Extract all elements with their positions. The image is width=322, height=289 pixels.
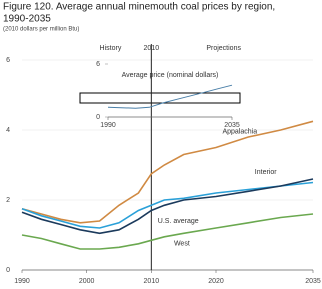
x-tick-label: 2000 bbox=[79, 278, 95, 285]
x-tick-label: 2010 bbox=[144, 278, 160, 285]
history-label: History bbox=[100, 45, 122, 52]
chart-title: Figure 120. Average annual minemouth coa… bbox=[3, 2, 275, 13]
y-tick-label: 2 bbox=[6, 197, 10, 204]
projections-label: Projections bbox=[206, 45, 241, 52]
inset-title: Average price (nominal dollars) bbox=[122, 72, 219, 79]
chart-subtitle: (2010 dollars per million Btu) bbox=[3, 27, 79, 33]
x-tick-label: 2035 bbox=[224, 122, 240, 129]
y-tick-label: 6 bbox=[96, 61, 100, 68]
series-label: West bbox=[174, 241, 190, 248]
series-label: Appalachia bbox=[222, 129, 257, 136]
x-tick-label: 1990 bbox=[100, 122, 116, 129]
y-tick-label: 4 bbox=[6, 127, 10, 134]
series-line bbox=[21, 178, 314, 235]
y-tick-label: 6 bbox=[6, 57, 10, 64]
x-tick-label: 2035 bbox=[305, 278, 321, 285]
zoom-box bbox=[79, 92, 241, 104]
chart-title: 1990-2035 bbox=[3, 14, 51, 25]
series-line bbox=[21, 213, 314, 250]
y-tick-label: 0 bbox=[96, 114, 100, 121]
series-label: Interior bbox=[255, 169, 277, 176]
series-line bbox=[21, 181, 314, 229]
series-label: U.S. average bbox=[158, 218, 199, 225]
x-tick-label: 1990 bbox=[14, 278, 30, 285]
divider-label: 2010 bbox=[144, 45, 160, 52]
series-line bbox=[21, 120, 314, 224]
x-tick-label: 2020 bbox=[208, 278, 224, 285]
y-tick-label: 0 bbox=[6, 267, 10, 274]
series-line bbox=[107, 84, 233, 109]
